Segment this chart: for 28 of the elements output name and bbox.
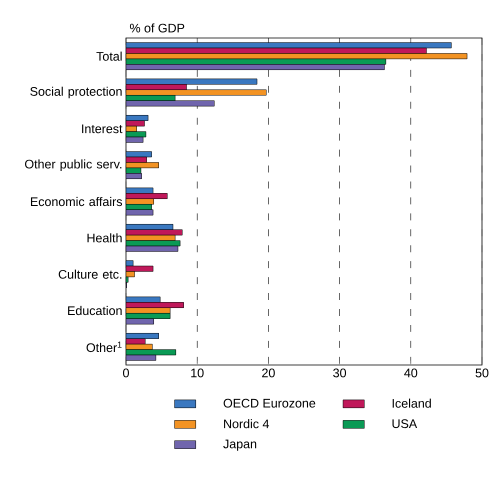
x-tick-label: 40 [404, 368, 418, 378]
y-tick-label: Interest [82, 124, 122, 134]
bar [126, 229, 182, 236]
y-tick-label: Other public serv. [25, 159, 122, 171]
legend-label: USA [392, 419, 418, 428]
bar [126, 94, 176, 101]
y-tick-label: Education [68, 306, 122, 316]
legend-label: Nordic 4 [224, 419, 270, 428]
bar [126, 302, 184, 308]
y-tick-label: Health [87, 233, 122, 242]
legend-label: Japan [223, 440, 256, 451]
y-tick-label: Culture etc. [58, 270, 122, 279]
x-tick-label: 10 [191, 368, 204, 378]
bar [126, 312, 170, 319]
x-tick-label: 30 [333, 368, 346, 378]
bar [126, 193, 168, 200]
bar [126, 84, 187, 90]
y-tick-label: Social protection [30, 86, 122, 98]
x-tick-label: 20 [262, 368, 275, 378]
y-tick-label: Economic affairs [30, 196, 122, 206]
x-axis-title: % of GDP [130, 23, 184, 32]
bar [126, 58, 386, 65]
legend-label: OECD Eurozone [224, 398, 316, 408]
y-tick-label: Total [96, 52, 122, 61]
x-tick-label: 50 [476, 368, 488, 378]
x-tick-label: 0 [123, 368, 129, 378]
legend-label: Iceland [392, 398, 431, 408]
y-tick-label: Other$^{1}$ [86, 342, 122, 352]
